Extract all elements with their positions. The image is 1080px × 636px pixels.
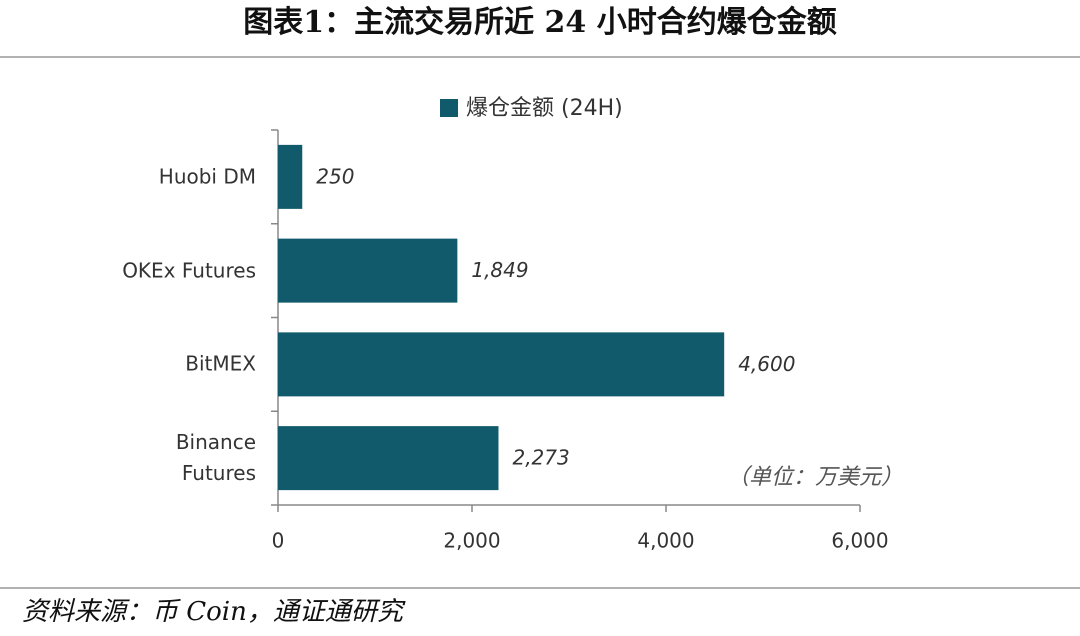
value-label: 250 [316,164,354,188]
bar [278,144,303,209]
y-tick-label: Binance Futures [175,430,256,486]
x-tick-label: 6,000 [831,529,888,553]
bar [278,426,499,491]
chart-title: 图表1：主流交易所近 24 小时合约爆仓金额 [243,5,837,40]
y-tick-label: Huobi DM [158,164,256,189]
legend-swatch [440,99,458,117]
bar [278,238,458,303]
x-tick-label: 2,000 [443,529,500,553]
y-tick-label: BitMEX [185,351,256,376]
bar [278,332,725,397]
x-tick-label: 0 [272,529,285,553]
value-label: 1,849 [471,258,528,282]
value-label: 2,273 [512,446,569,470]
value-label: 4,600 [738,352,795,376]
source: 资料来源：币 Coin，通证通研究 [22,597,406,627]
y-tick-label: OKEx Futures [122,258,256,283]
legend-label: 爆仓金额 (24H) [466,96,623,121]
unit-annotation: （单位：万美元） [727,465,903,490]
x-tick-label: 4,000 [637,529,694,553]
